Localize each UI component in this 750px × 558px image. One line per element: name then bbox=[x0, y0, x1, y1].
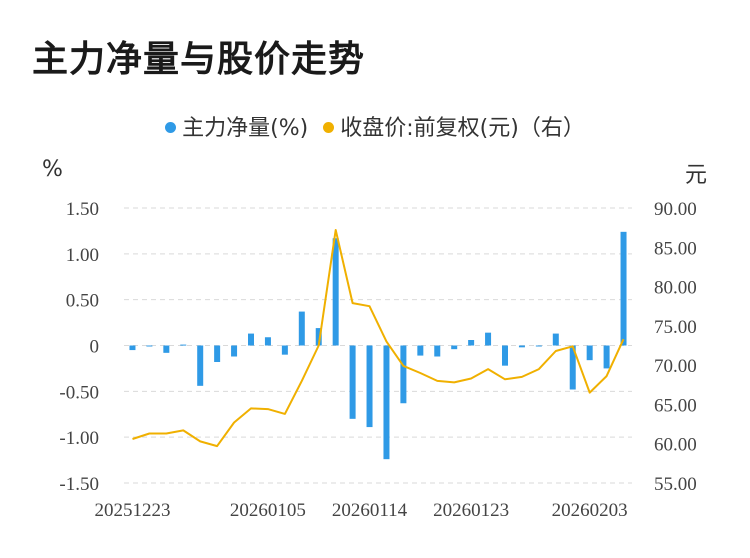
bar-main-force bbox=[146, 345, 153, 347]
legend-item-main-force[interactable]: 主力净量(%) bbox=[165, 110, 308, 142]
legend-label-close-price: 收盘价:前复权(元)（右） bbox=[340, 116, 585, 141]
bar-main-force bbox=[197, 345, 204, 386]
bar-main-force bbox=[535, 345, 542, 347]
bar-main-force bbox=[281, 345, 288, 355]
legend: 主力净量(%) 收盘价:前复权(元)（右） bbox=[0, 110, 750, 142]
legend-dot-icon bbox=[165, 121, 177, 133]
right-axis-tick-label: 85.00 bbox=[654, 238, 697, 259]
right-axis-tick-label: 55.00 bbox=[654, 474, 697, 495]
bar-main-force bbox=[248, 333, 254, 346]
bar-main-force bbox=[163, 345, 170, 353]
bar-main-force bbox=[518, 345, 525, 348]
bar-main-force bbox=[552, 333, 559, 346]
right-axis-tick-label: 60.00 bbox=[654, 435, 697, 456]
bar-main-force bbox=[315, 328, 322, 346]
bar-main-force bbox=[298, 311, 305, 346]
left-axis-tick-label: -1.50 bbox=[59, 474, 99, 495]
legend-label-main-force: 主力净量(%) bbox=[182, 116, 309, 141]
bar-main-force bbox=[569, 345, 576, 390]
bar-main-force bbox=[434, 345, 441, 357]
left-axis-tick-label: -0.50 bbox=[59, 382, 99, 403]
bar-main-force bbox=[603, 345, 610, 369]
left-axis-tick-label: 1.50 bbox=[66, 199, 99, 220]
x-axis-tick-label: 20260114 bbox=[332, 500, 408, 521]
line-close-price bbox=[132, 229, 625, 448]
bar-main-force bbox=[180, 344, 187, 346]
bar-main-force bbox=[264, 337, 271, 346]
bar-main-force bbox=[366, 345, 373, 428]
right-axis-unit: 元 bbox=[685, 163, 708, 188]
chart-title: 主力净量与股价走势 bbox=[32, 39, 366, 80]
bar-main-force bbox=[620, 231, 627, 346]
x-axis-tick-label: 20260123 bbox=[433, 500, 509, 521]
left-axis-tick-label: 0.50 bbox=[66, 291, 99, 312]
right-axis-tick-label: 65.00 bbox=[654, 395, 697, 416]
bar-main-force bbox=[502, 345, 508, 366]
x-axis-tick-label: 20251223 bbox=[94, 500, 170, 521]
legend-item-close-price[interactable]: 收盘价:前复权(元)（右） bbox=[323, 110, 585, 142]
bar-main-force bbox=[383, 345, 390, 460]
bar-main-force bbox=[451, 345, 458, 350]
right-axis-tick-label: 75.00 bbox=[654, 317, 697, 338]
bar-main-force bbox=[349, 345, 356, 419]
bar-main-force bbox=[214, 345, 221, 362]
bar-main-force bbox=[129, 345, 136, 351]
left-axis-tick-label: 1.00 bbox=[66, 245, 99, 266]
left-axis-unit: % bbox=[42, 157, 63, 182]
bar-main-force bbox=[586, 345, 593, 361]
left-axis-tick-label: 0 bbox=[90, 337, 100, 358]
right-axis-tick-label: 70.00 bbox=[654, 356, 697, 377]
x-axis-tick-label: 20260105 bbox=[230, 500, 306, 521]
bar-main-force bbox=[417, 345, 424, 356]
bar-main-force bbox=[400, 345, 407, 404]
bar-main-force bbox=[468, 340, 475, 346]
right-axis-tick-label: 90.00 bbox=[654, 199, 697, 220]
legend-dot-icon bbox=[323, 121, 335, 133]
left-axis-tick-label: -1.00 bbox=[59, 428, 99, 449]
right-axis-tick-label: 80.00 bbox=[654, 278, 697, 299]
x-axis-tick-label: 20260203 bbox=[552, 500, 628, 521]
bar-main-force bbox=[231, 345, 238, 357]
bar-main-force bbox=[332, 238, 339, 346]
bar-main-force bbox=[485, 332, 492, 346]
